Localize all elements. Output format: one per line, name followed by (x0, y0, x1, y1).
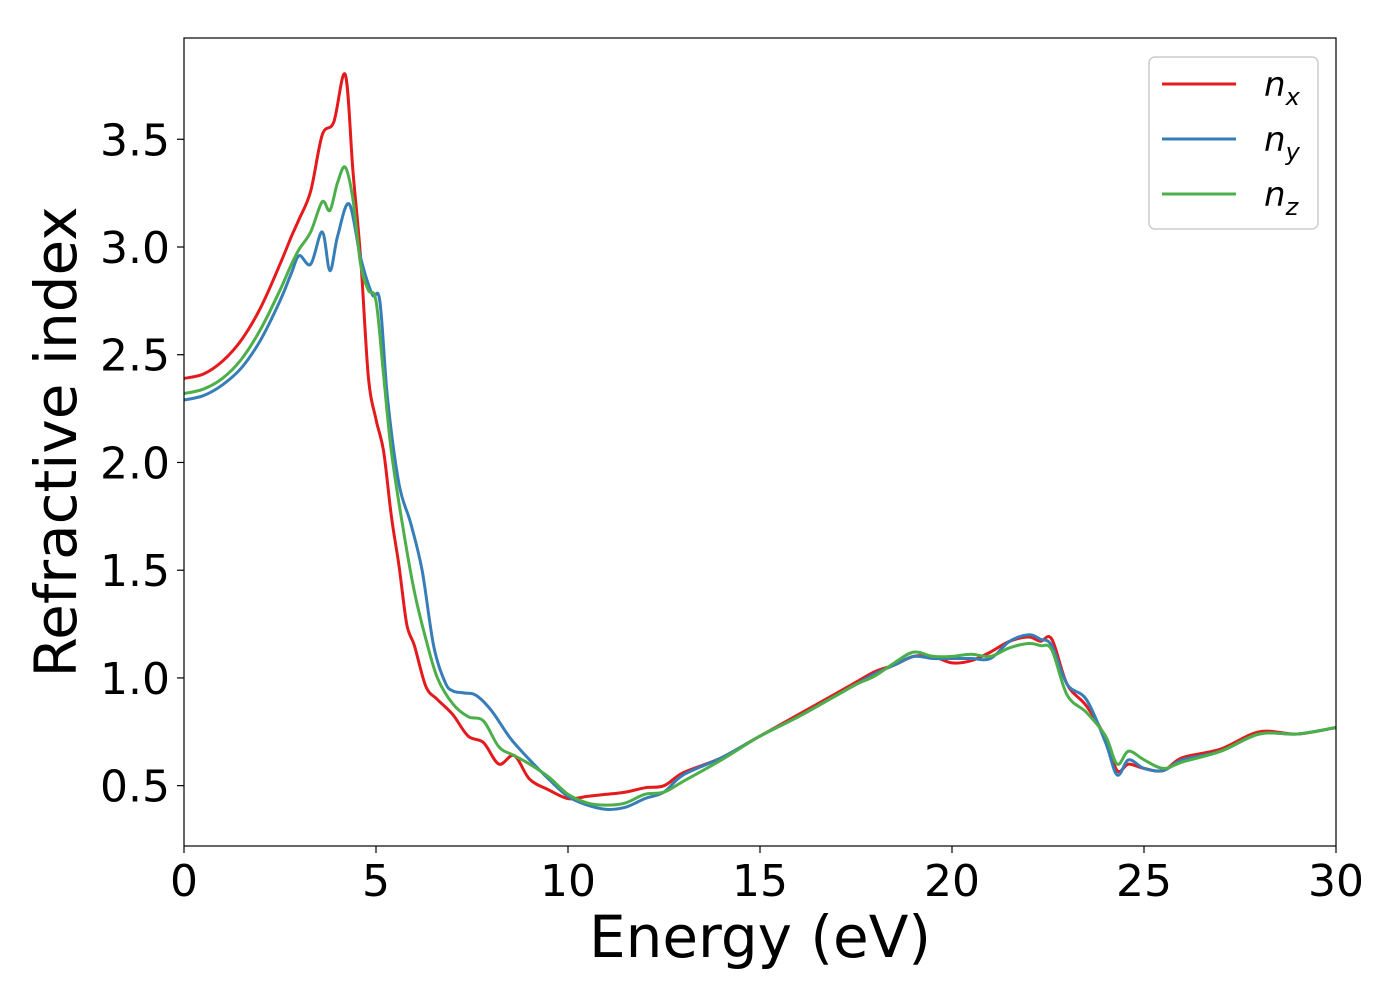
legend-label-nx: nx (1264, 65, 1301, 111)
x-tick-label: 5 (362, 856, 390, 907)
y-tick-label: 2.5 (100, 331, 170, 382)
x-tick-label: 20 (924, 856, 980, 907)
x-tick-label: 30 (1308, 856, 1364, 907)
legend-box (1148, 56, 1319, 230)
y-tick-label: 3.0 (100, 223, 170, 274)
x-tick-label: 25 (1116, 856, 1172, 907)
y-tick-label: 1.5 (100, 546, 170, 597)
x-tick-label: 10 (540, 856, 596, 907)
y-tick-label: 2.0 (100, 438, 170, 489)
y-axis-label: Refractive index (22, 206, 90, 677)
x-tick-label: 0 (170, 856, 198, 907)
legend-label-ny: ny (1264, 120, 1301, 166)
series-line-ny (183, 202, 1337, 811)
legend: nx ny nz (1148, 56, 1319, 230)
tick-layer: 0 5 10 15 20 25 30 0.5 1.0 1.5 2.0 2.5 3.0 3.5 (100, 115, 1364, 907)
y-tick-label: 0.5 (100, 762, 170, 813)
legend-label-nz: nz (1264, 175, 1300, 221)
series-layer (183, 72, 1337, 811)
series-line-nz (183, 165, 1337, 807)
x-axis-label: Energy (eV) (589, 903, 931, 971)
x-tick-label: 15 (732, 856, 788, 907)
y-tick-label: 3.5 (100, 115, 170, 166)
y-tick-label: 1.0 (100, 654, 170, 705)
